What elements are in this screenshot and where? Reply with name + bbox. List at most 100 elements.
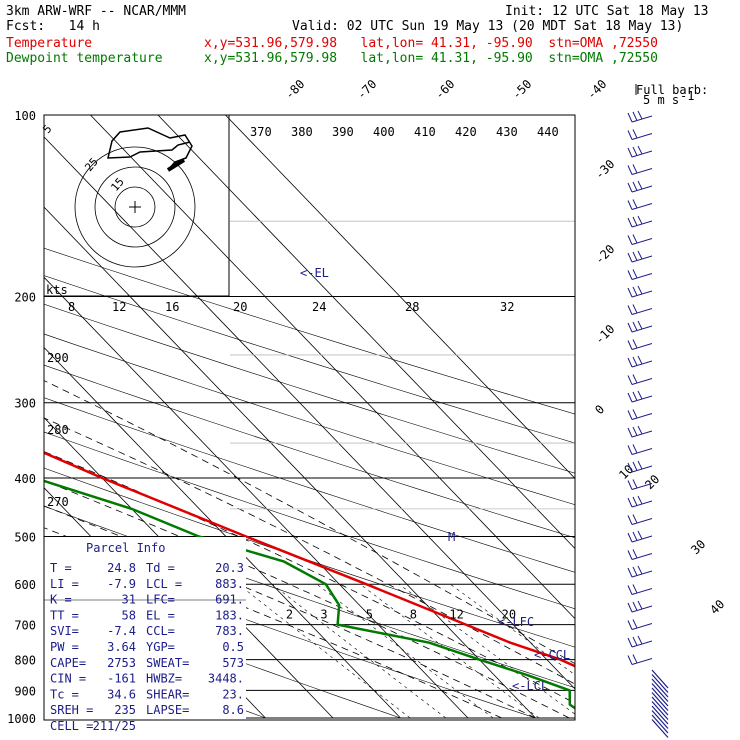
wind-barb <box>627 304 653 315</box>
parcel-row-label-a: CIN = <box>50 672 86 686</box>
parcel-row-label-b: LFC= <box>146 593 175 607</box>
wind-barb-flag <box>627 130 633 140</box>
isotherm-line <box>157 115 575 550</box>
mixing-ratio-label: 20 <box>502 608 516 622</box>
parcel-row-value-a: -7.4 <box>107 624 136 638</box>
parcel-row-value-a: 2753 <box>107 656 136 670</box>
full-barb-units-exponent: -1 <box>680 89 694 103</box>
isotherm-label: -20 <box>592 242 617 267</box>
wind-barb-flag <box>632 461 638 471</box>
wind-barb-flag <box>637 600 643 610</box>
wind-barb-flag <box>637 110 643 120</box>
parcel-row-label-a: SVI= <box>50 624 79 638</box>
low-level-wind-barb <box>651 705 669 725</box>
mixing-ratio-label: 5 <box>366 608 373 622</box>
wind-barb-shaft <box>631 448 653 455</box>
moist-adiabat-line <box>44 451 575 704</box>
wind-barb-flag <box>632 391 638 401</box>
wind-barb <box>627 374 653 385</box>
wind-barb <box>627 654 653 665</box>
wind-barb-flag <box>632 479 638 489</box>
wind-barb-shaft <box>631 483 653 490</box>
theta-e-label: 430 <box>496 125 518 139</box>
wind-barb-flag <box>627 217 633 228</box>
dry-adiabat-line <box>44 303 575 474</box>
full-barb-units: 5 m s <box>643 93 679 107</box>
wind-barb-flag <box>632 584 638 594</box>
low-level-wind-barb <box>651 719 669 738</box>
dewpoint-legend-name: Dewpoint temperature <box>6 51 163 66</box>
wind-barb-flag <box>627 462 633 473</box>
hodo-ring <box>94 166 176 248</box>
wind-barb <box>627 215 653 228</box>
wind-barb-flag <box>632 199 638 209</box>
wind-barb-flag <box>632 251 638 261</box>
low-level-wind-barb <box>651 683 669 702</box>
full-barb-label: Full barb: <box>636 83 708 97</box>
pressure-tick-label: 900 <box>14 684 36 698</box>
wind-barb-shaft <box>631 518 653 525</box>
wind-barb-flag <box>632 636 638 646</box>
hodo-speed-label: 28 <box>405 300 419 314</box>
theta-e-label: 420 <box>455 125 477 139</box>
parcel-row-label-b: SHEAR= <box>146 687 189 701</box>
wind-barb-flag <box>627 147 633 158</box>
hodo-ring-label: 5 <box>40 122 54 135</box>
dewpoint-legend-info: x,y=531.96,579.98 lat,lon= 41.31, -95.90… <box>204 51 658 66</box>
wind-barb-flag <box>632 374 638 384</box>
wind-barb-flag <box>627 305 633 315</box>
wind-barb-shaft <box>631 273 653 280</box>
wind-barb-flag <box>627 200 633 210</box>
isotherm-label: -50 <box>509 77 534 102</box>
parcel-row-value-a: 235 <box>114 703 136 717</box>
parcel-row-value-a: 31 <box>122 593 136 607</box>
dry-adiabat-line <box>44 431 575 610</box>
hodo-speed-label: 32 <box>500 300 514 314</box>
isotherm-label: -60 <box>432 77 457 102</box>
wind-barb <box>627 145 653 158</box>
model-title: 3km ARW-WRF -- NCAR/MMM <box>6 4 187 19</box>
isotherm-label: -40 <box>584 77 609 102</box>
wind-barb-flag <box>632 286 638 296</box>
hodo-speed-label: 8 <box>68 300 75 314</box>
wind-barb-flag <box>627 252 633 263</box>
parcel-row-label-a: Tc = <box>50 687 79 701</box>
parcel-row-value-b: 3448. <box>208 672 244 686</box>
wind-barb-flag <box>637 565 643 575</box>
wind-barb-flag <box>627 497 633 508</box>
parcel-row-value-a: -161 <box>107 672 136 686</box>
lcl-annotation: <-LCL <box>512 679 548 693</box>
moist-adiabat-line <box>44 380 575 665</box>
wind-barb-flag <box>632 531 638 541</box>
parcel-row-label-a: SREH = <box>50 703 93 717</box>
parcel-row-value-b: 573 <box>222 656 244 670</box>
mixing-ratio-line <box>238 583 411 719</box>
parcel-row-value-b: 183. <box>215 608 244 622</box>
valid-time: Valid: 02 UTC Sun 19 May 13 (20 MDT Sat … <box>292 19 684 34</box>
low-level-wind-barb <box>651 701 669 720</box>
wind-barb <box>627 199 653 210</box>
wind-barb-flag <box>637 355 643 365</box>
parcel-row-value-a: 24.8 <box>107 561 136 575</box>
wind-barb <box>627 129 653 140</box>
moist-adiabat-line <box>44 417 575 685</box>
wind-barb-flag <box>632 426 638 436</box>
wind-barb-flag <box>632 444 638 454</box>
wind-barb <box>627 530 653 543</box>
low-level-wind-barb <box>651 678 669 698</box>
moist-adiabat-line <box>44 480 570 719</box>
theta-low-label: 270 <box>47 495 69 509</box>
parcel-row-label-b: LAPSE= <box>146 703 189 717</box>
pressure-tick-label: 200 <box>14 291 36 305</box>
isotherm-line <box>44 136 575 690</box>
wind-barb-flag <box>632 129 638 139</box>
wind-barb-flag <box>627 515 633 525</box>
hodo-speed-label: 16 <box>165 300 179 314</box>
low-level-wind-barb <box>651 692 669 711</box>
isotherm-label: -70 <box>354 77 379 102</box>
wind-barb-shaft <box>631 588 653 595</box>
wind-barb-flag <box>627 165 633 175</box>
parcel-row-label-a: T = <box>50 561 72 575</box>
wind-barb-flag <box>627 637 633 648</box>
